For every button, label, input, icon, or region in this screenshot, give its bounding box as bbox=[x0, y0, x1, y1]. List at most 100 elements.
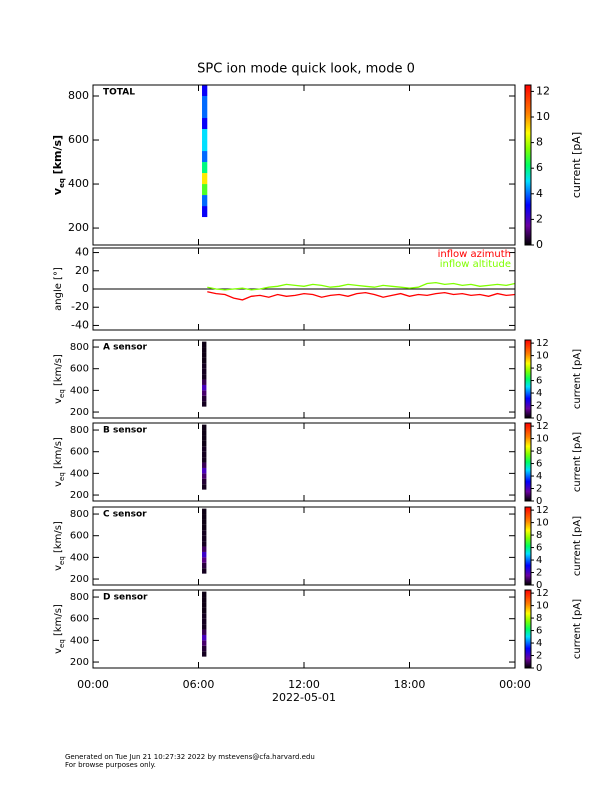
y-tick-label: 800 bbox=[70, 592, 89, 603]
heatmap-cell bbox=[202, 430, 207, 436]
y-label-main: v bbox=[53, 481, 64, 487]
series-line bbox=[207, 291, 516, 301]
colorbar-tick-label: 12 bbox=[536, 588, 549, 599]
y-label-sub: eq bbox=[58, 472, 66, 481]
heatmap-cell bbox=[202, 390, 207, 396]
panel-label: A sensor bbox=[103, 343, 148, 353]
colorbar-tick-label: 0 bbox=[536, 580, 542, 591]
y-label-main: v bbox=[53, 565, 64, 571]
y-label-main: v bbox=[53, 398, 64, 404]
colorbar bbox=[524, 422, 532, 502]
y-tick-label: 200 bbox=[70, 490, 89, 501]
colorbar bbox=[524, 84, 532, 246]
y-label-unit: [km/s] bbox=[51, 135, 64, 178]
colorbar-label: current [pA] bbox=[572, 349, 583, 409]
y-tick-label: 0 bbox=[82, 282, 89, 295]
x-axis-label: 2022-05-01 bbox=[272, 691, 336, 704]
colorbar-tick-label: 8 bbox=[536, 446, 542, 457]
x-tick-label: 12:00 bbox=[288, 678, 320, 691]
heatmap-cell bbox=[202, 85, 208, 97]
heatmap-cell bbox=[202, 384, 207, 391]
legend-entry: inflow altitude bbox=[440, 259, 511, 270]
colorbar-tick-label: 4 bbox=[536, 638, 542, 649]
heatmap-cell bbox=[202, 352, 207, 358]
x-tick-label: 18:00 bbox=[394, 678, 426, 691]
colorbar-tick-label: 12 bbox=[536, 338, 549, 349]
y-tick-label: 600 bbox=[70, 531, 89, 542]
x-tick-label: 00:00 bbox=[77, 678, 109, 691]
colorbar bbox=[524, 339, 532, 419]
y-label-unit: [km/s] bbox=[53, 354, 64, 389]
y-tick-label: 400 bbox=[68, 177, 89, 190]
footer-line: Generated on Tue Jun 21 10:27:32 2022 by… bbox=[65, 753, 315, 761]
y-label-unit: [km/s] bbox=[53, 604, 64, 639]
heatmap-cell bbox=[202, 546, 207, 552]
heatmap-cell bbox=[202, 379, 207, 385]
colorbar-label: current [pA] bbox=[572, 599, 583, 659]
panel-label: C sensor bbox=[103, 510, 147, 520]
heatmap-cell bbox=[202, 435, 207, 441]
heatmap-cell bbox=[202, 451, 207, 458]
x-tick-label: 06:00 bbox=[183, 678, 215, 691]
heatmap-cell bbox=[202, 395, 207, 402]
heatmap-cell bbox=[202, 151, 208, 163]
y-tick-label: 400 bbox=[70, 635, 89, 646]
heatmap-cell bbox=[202, 651, 207, 657]
plot-frame bbox=[92, 422, 516, 502]
colorbar-tick-label: 4 bbox=[536, 388, 542, 399]
plot-frame bbox=[92, 247, 516, 331]
plot-frame bbox=[92, 506, 516, 586]
y-axis-label: veq [km/s] bbox=[53, 521, 66, 571]
heatmap-cell bbox=[202, 446, 207, 452]
colorbar-tick-label: 6 bbox=[536, 161, 543, 174]
x-tick-label: 00:00 bbox=[499, 678, 531, 691]
colorbar-tick-label: 4 bbox=[536, 471, 542, 482]
colorbar bbox=[524, 589, 532, 669]
heatmap-cell bbox=[202, 206, 208, 218]
colorbar-tick-label: 12 bbox=[536, 421, 549, 432]
heatmap-cell bbox=[202, 129, 208, 141]
footer-line: For browse purposes only. bbox=[65, 761, 156, 769]
y-tick-label: 600 bbox=[70, 364, 89, 375]
heatmap-cell bbox=[202, 440, 207, 447]
panel-label: TOTAL bbox=[103, 88, 135, 98]
heatmap-cell bbox=[202, 347, 207, 353]
y-tick-label: 200 bbox=[70, 574, 89, 585]
heatmap-cell bbox=[202, 602, 207, 608]
heatmap-cell bbox=[202, 514, 207, 520]
colorbar-tick-label: 10 bbox=[536, 434, 549, 445]
heatmap-cell bbox=[202, 551, 207, 558]
plot-frame bbox=[92, 84, 516, 246]
colorbar-tick-label: 6 bbox=[536, 543, 542, 554]
colorbar-tick-label: 6 bbox=[536, 376, 542, 387]
y-tick-label: 400 bbox=[70, 468, 89, 479]
y-tick-label: 200 bbox=[70, 407, 89, 418]
heatmap-cell bbox=[202, 591, 207, 598]
y-label-sub: eq bbox=[58, 178, 66, 188]
heatmap-cell bbox=[202, 341, 207, 348]
colorbar-tick-label: 4 bbox=[536, 555, 542, 566]
heatmap-cell bbox=[202, 524, 207, 531]
colorbar-tick-label: 0 bbox=[536, 496, 542, 507]
panel-label: D sensor bbox=[103, 593, 148, 603]
heatmap-cell bbox=[202, 374, 207, 380]
heatmap-cell bbox=[202, 478, 207, 485]
colorbar-tick-label: 8 bbox=[536, 530, 542, 541]
colorbar-label: current [pA] bbox=[572, 516, 583, 576]
heatmap-cell bbox=[202, 640, 207, 646]
y-tick-label: 800 bbox=[68, 89, 89, 102]
colorbar-tick-label: 8 bbox=[536, 613, 542, 624]
y-tick-label: 800 bbox=[70, 342, 89, 353]
heatmap-cell bbox=[202, 519, 207, 525]
y-label-unit: [km/s] bbox=[53, 437, 64, 472]
heatmap-cell bbox=[202, 645, 207, 652]
colorbar-label: current [pA] bbox=[570, 132, 583, 198]
y-tick-label: -40 bbox=[71, 318, 89, 331]
heatmap-cell bbox=[202, 618, 207, 625]
colorbar-tick-label: 10 bbox=[536, 601, 549, 612]
heatmap-cell bbox=[202, 597, 207, 603]
heatmap-cell bbox=[202, 173, 208, 185]
heatmap-cell bbox=[202, 568, 207, 574]
panel-label: B sensor bbox=[103, 426, 147, 436]
